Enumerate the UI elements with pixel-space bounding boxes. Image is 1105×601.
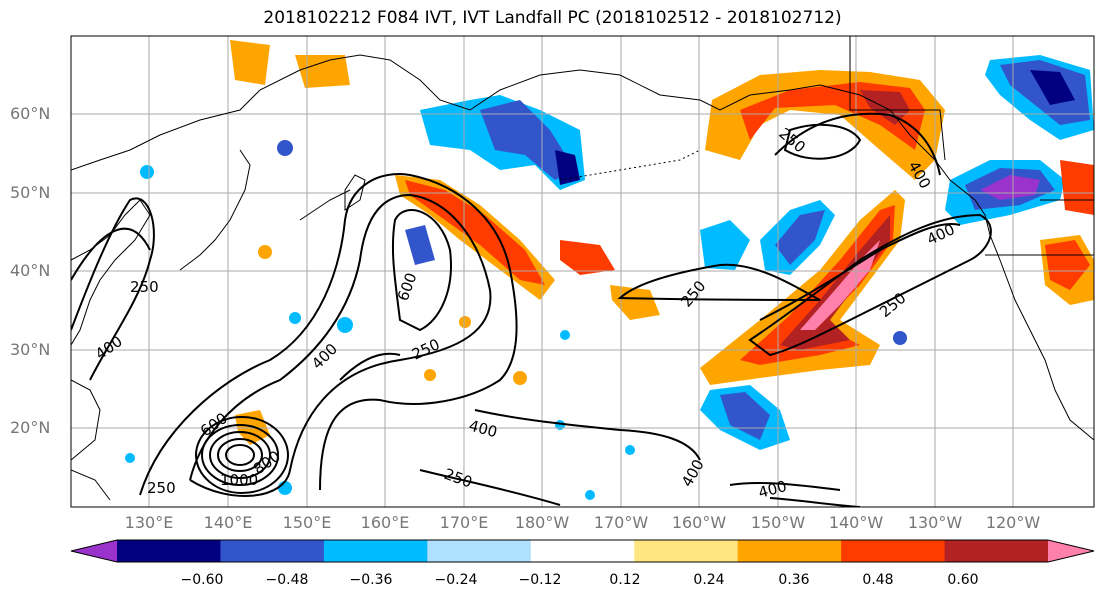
ivt-contours	[71, 112, 992, 507]
lat-label-40n: 40°N	[10, 261, 51, 280]
colorbar-tick: −0.12	[518, 572, 562, 588]
colorbar-segment	[323, 540, 428, 562]
map-frame	[70, 35, 1095, 508]
colorbar	[70, 539, 1095, 563]
colorbar-segments	[117, 540, 1049, 562]
lon-label: 130°W	[907, 513, 963, 532]
contour-label: 250	[130, 278, 159, 296]
lon-label: 130°E	[124, 513, 174, 532]
colorbar-tick: 0.24	[693, 572, 725, 588]
lon-label: 180°W	[514, 513, 570, 532]
colorbar-segment	[530, 540, 635, 562]
colorbar-tick: 0.12	[609, 572, 641, 588]
colorbar-tick: −0.24	[434, 572, 478, 588]
lon-label: 120°W	[985, 513, 1041, 532]
colorbar-tick: 0.48	[862, 572, 894, 588]
plot-title: 2018102212 F084 IVT, IVT Landfall PC (20…	[263, 8, 842, 28]
lon-label: 170°E	[439, 513, 489, 532]
ivt-shading	[125, 40, 1094, 500]
lon-label: 140°W	[828, 513, 884, 532]
lon-label: 170°W	[593, 513, 649, 532]
colorbar-segment	[117, 540, 221, 562]
lon-label: 160°E	[360, 513, 410, 532]
colorbar-extend-low	[71, 540, 117, 562]
colorbar-tick: 0.36	[778, 572, 810, 588]
colorbar-segment	[944, 540, 1049, 562]
coastlines	[71, 36, 1094, 501]
lat-label-20n: 20°N	[10, 418, 51, 437]
contour-label: 250	[147, 479, 176, 497]
lon-label: 150°E	[282, 513, 332, 532]
graticule	[71, 36, 1094, 507]
colorbar-segment	[220, 540, 325, 562]
colorbar-tick: −0.60	[180, 572, 224, 588]
colorbar-segment	[737, 540, 842, 562]
lon-label: 150°W	[750, 513, 806, 532]
map-panel: 250 400 600 800 1000 250 400 600 250 400…	[71, 36, 1094, 507]
contour-label: 1000	[220, 471, 258, 489]
lon-label: 140°E	[203, 513, 253, 532]
colorbar-segment	[427, 540, 532, 562]
colorbar-extend-high	[1048, 540, 1094, 562]
colorbar-tick: −0.36	[349, 572, 393, 588]
colorbar-tick: −0.48	[265, 572, 309, 588]
lat-label-60n: 60°N	[10, 104, 51, 123]
colorbar-segment	[841, 540, 946, 562]
lon-label: 160°W	[671, 513, 727, 532]
colorbar-tick: 0.60	[947, 572, 979, 588]
lat-label-50n: 50°N	[10, 183, 51, 202]
lat-label-30n: 30°N	[10, 340, 51, 359]
colorbar-segment	[634, 540, 739, 562]
